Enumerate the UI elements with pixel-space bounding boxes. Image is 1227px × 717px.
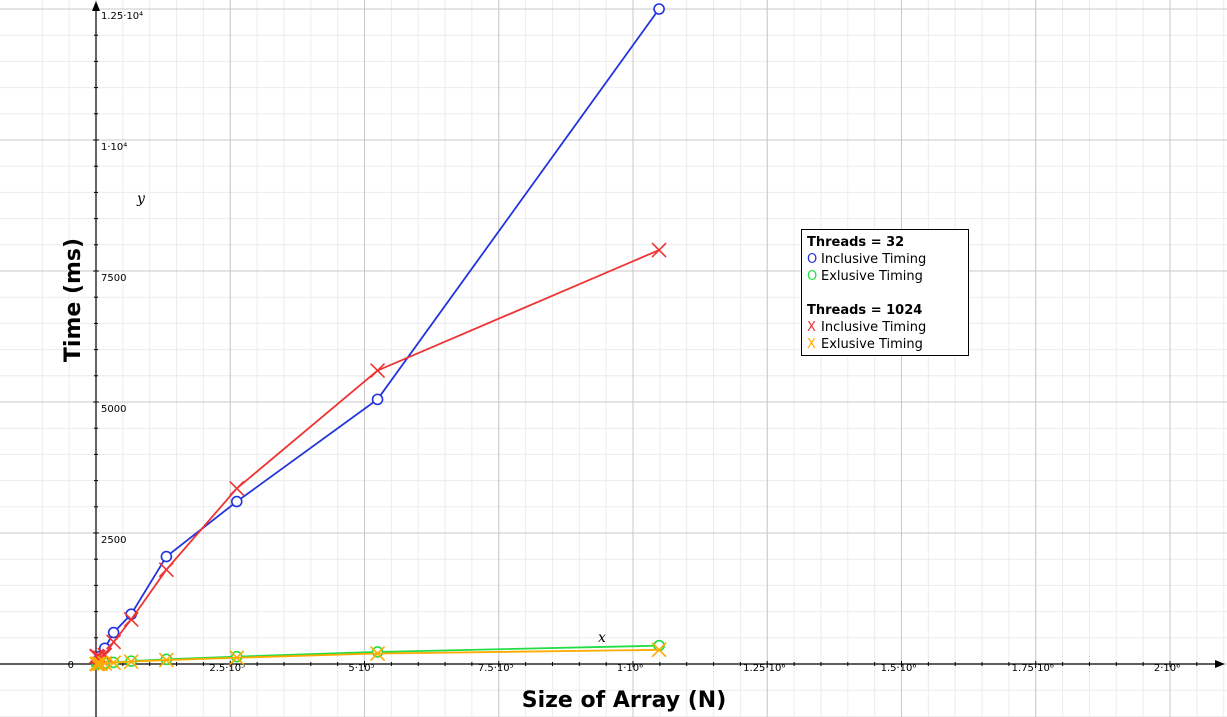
cross-stroke — [158, 562, 174, 578]
x-tick-label: 1.75·10⁶ — [1012, 663, 1054, 674]
legend-label: Inclusive Timing — [821, 320, 927, 335]
data-point-cross — [651, 642, 667, 658]
y-tick-label: 1·10⁴ — [101, 142, 127, 153]
cross-stroke — [92, 656, 108, 672]
x-tick-label: 5·10⁵ — [348, 663, 374, 674]
legend-item: O Inclusive Timing — [807, 251, 963, 268]
x-tick-label: 7.5·10⁵ — [478, 663, 514, 674]
x-axis-title: Size of Array (N) — [522, 688, 727, 713]
x-tick-label: 1.25·10⁶ — [743, 663, 785, 674]
legend-item: X Exlusive Timing — [807, 336, 963, 353]
data-point-cross — [123, 611, 139, 628]
x-axis-arrow-icon — [1215, 660, 1225, 668]
data-point-cross — [229, 650, 245, 666]
series-line — [96, 249, 660, 659]
cross-stroke — [369, 362, 386, 379]
data-point-cross — [651, 242, 667, 258]
cross-stroke — [123, 654, 139, 670]
legend-circle-marker-icon: O — [807, 269, 818, 284]
cross-stroke — [229, 480, 245, 497]
x-variable-label: x — [598, 630, 606, 646]
legend-group-title-1024: Threads = 1024 — [807, 303, 923, 318]
series-3 — [88, 642, 667, 672]
cross-stroke — [106, 634, 122, 650]
legend-label: Inclusive Timing — [821, 252, 927, 267]
data-point-circle — [371, 646, 384, 658]
data-point-cross — [229, 480, 245, 497]
legend-label: Exlusive Timing — [821, 337, 923, 352]
cross-stroke — [651, 642, 667, 658]
x-tick-label: 1·10⁶ — [617, 663, 643, 674]
legend-cross-marker-icon: X — [807, 320, 816, 335]
tick-labels: 2.5·10⁵ 5·10⁵ 7.5·10⁵ 1·10⁶ 1.25·10⁶ 1.5·10⁶ 1… — [68, 11, 1181, 674]
cross-stroke — [229, 650, 245, 666]
cross-stroke — [651, 242, 667, 258]
y-variable-label: y — [136, 191, 146, 207]
legend-item: O Exlusive Timing — [807, 268, 963, 285]
legend-cross-marker-icon: X — [807, 337, 816, 352]
data-point-cross — [369, 645, 386, 662]
x-tick-label: 2·10⁶ — [1154, 663, 1180, 674]
data-point-cross — [92, 656, 108, 672]
series-0 — [90, 3, 665, 669]
cross-stroke — [369, 645, 386, 662]
data-point-circle — [107, 626, 120, 639]
series-line — [95, 8, 660, 664]
data-point-cross — [106, 634, 122, 650]
cross-stroke — [123, 611, 139, 628]
data-point-circle — [653, 3, 665, 15]
legend-label: Exlusive Timing — [821, 269, 923, 284]
y-tick-label: 5000 — [101, 404, 126, 415]
cross-stroke — [106, 655, 122, 671]
cross-stroke — [90, 656, 106, 672]
y-tick-label: 0 — [68, 660, 74, 671]
y-tick-label: 1.25·10⁴ — [101, 11, 143, 22]
cross-stroke — [158, 652, 174, 668]
data-point-cross — [158, 562, 174, 578]
data-point-cross — [369, 362, 386, 379]
x-tick-label: 1.5·10⁶ — [881, 663, 917, 674]
data-point-cross — [158, 652, 174, 668]
legend-circle-marker-icon: O — [807, 252, 818, 267]
data-point-cross — [90, 656, 106, 672]
data-point-cross — [123, 654, 139, 670]
data-point-circle — [371, 393, 384, 406]
data-point-circle — [230, 495, 243, 508]
x-tick-label: 2.5·10⁵ — [209, 663, 245, 674]
y-tick-label: 2500 — [101, 535, 126, 546]
y-axis-title: Time (ms) — [61, 238, 86, 362]
data-point-circle — [160, 550, 173, 563]
legend-group-title-32: Threads = 32 — [807, 235, 905, 250]
chart-legend: Threads = 32 O Inclusive Timing O Exlusive… — [801, 229, 969, 356]
data-point-cross — [106, 655, 122, 671]
data-series — [88, 3, 667, 672]
legend-item: X Inclusive Timing — [807, 319, 963, 336]
y-tick-label: 7500 — [101, 273, 126, 284]
